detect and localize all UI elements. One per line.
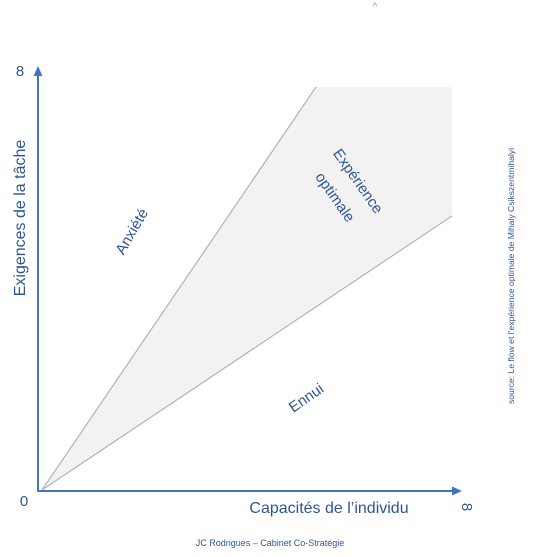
flow-upper-boundary-line	[41, 86, 317, 491]
y-axis-title: Exigences de la tâche	[12, 140, 29, 297]
x-axis-title: Capacités de l’individu	[249, 500, 408, 517]
x-axis-arrow-icon	[452, 486, 462, 496]
flow-lower-boundary-line	[41, 215, 453, 491]
y-axis-arrow-icon	[33, 66, 43, 76]
source-note: source: Le flow et l’expérience optimale…	[506, 148, 516, 404]
footer-credit: JC Rodrigues – Cabinet Co-Stratégie	[196, 538, 345, 548]
x-axis-max-label: 8	[458, 503, 475, 511]
anxiety-zone-label: Anxiété	[112, 206, 152, 258]
top-caret-mark: ^	[372, 1, 378, 13]
y-axis-max-label: 8	[16, 63, 24, 80]
flow-channel-band	[42, 87, 452, 490]
origin-label: 0	[20, 493, 28, 510]
boredom-zone-label: Ennui	[286, 380, 327, 416]
